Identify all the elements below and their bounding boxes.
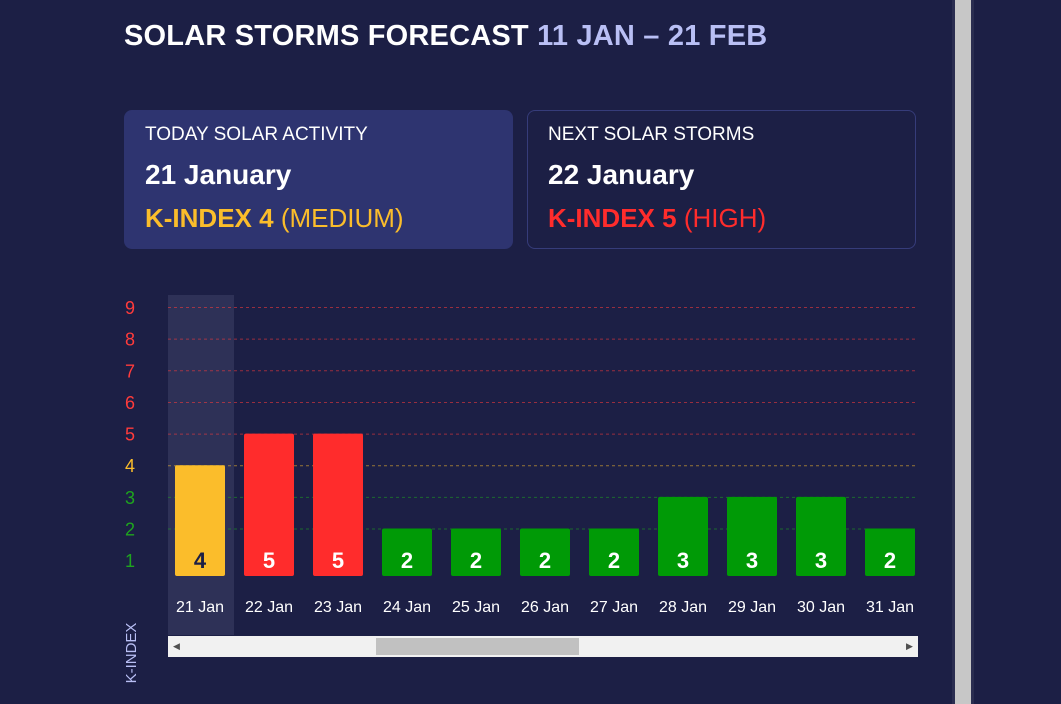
- page-scroll-thumb[interactable]: [955, 0, 971, 704]
- x-tick-label: 31 Jan: [866, 599, 914, 616]
- y-tick-label: 5: [125, 425, 135, 445]
- next-card-date: 22 January: [548, 159, 695, 190]
- x-tick-label: 25 Jan: [452, 599, 500, 616]
- bar-30-jan: [796, 496, 846, 576]
- title-text: SOLAR STORMS FORECAST: [124, 20, 529, 52]
- bar-value-label: 4: [194, 548, 207, 573]
- x-tick-label: 22 Jan: [245, 599, 293, 616]
- x-tick-label: 30 Jan: [797, 599, 845, 616]
- bar-value-label: 3: [815, 548, 827, 573]
- bar-23-jan: [313, 433, 363, 576]
- bar-26-jan: [520, 528, 570, 576]
- today-kindex-value: K-INDEX 4: [145, 203, 274, 233]
- next-card-label: NEXT SOLAR STORMS: [548, 124, 755, 145]
- scroll-right-arrow-icon[interactable]: ▶: [906, 641, 913, 651]
- next-kindex-line: K-INDEX 5 (HIGH): [548, 203, 915, 233]
- today-activity-card: TODAY SOLAR ACTIVITY 21 January K-INDEX …: [124, 110, 513, 249]
- y-tick-label: 6: [125, 393, 135, 413]
- bar-27-jan: [589, 528, 639, 576]
- y-tick-label: 7: [125, 361, 135, 381]
- today-card-label: TODAY SOLAR ACTIVITY: [145, 124, 368, 145]
- bar-29-jan: [727, 496, 777, 576]
- y-tick-label: 8: [125, 330, 135, 350]
- date-range: 11 JAN – 21 FEB: [537, 20, 768, 52]
- next-kindex-value: K-INDEX 5: [548, 203, 677, 233]
- next-kindex-level: (HIGH): [683, 203, 767, 233]
- bar-value-label: 5: [332, 548, 344, 573]
- bar-31-jan: [865, 528, 915, 576]
- x-tick-label: 29 Jan: [728, 599, 776, 616]
- y-axis-label: K-INDEX: [123, 623, 140, 684]
- bar-value-label: 2: [884, 548, 896, 573]
- bar-value-label: 2: [608, 548, 620, 573]
- bar-value-label: 2: [539, 548, 551, 573]
- kindex-chart-svg: 1 2 3 4 5 6 7 8 9 4 21 Jan 5 22 Jan 5 23 Jan 2 24 Jan 2 25…: [123, 295, 918, 684]
- bar-value-label: 3: [677, 548, 689, 573]
- y-tick-label: 1: [125, 551, 135, 571]
- bar-22-jan: [244, 433, 294, 576]
- x-tick-label: 27 Jan: [590, 599, 638, 616]
- today-highlight-column: [168, 295, 234, 635]
- bar-value-label: 3: [746, 548, 758, 573]
- bar-value-label: 2: [470, 548, 482, 573]
- scroll-left-arrow-icon[interactable]: ◀: [173, 641, 180, 651]
- y-tick-label: 4: [125, 456, 135, 476]
- scroll-thumb[interactable]: [376, 638, 579, 655]
- x-tick-label: 21 Jan: [176, 599, 224, 616]
- bar-value-label: 2: [401, 548, 413, 573]
- x-tick-label: 23 Jan: [314, 599, 362, 616]
- y-tick-label: 3: [125, 488, 135, 508]
- today-kindex-line: K-INDEX 4 (MEDIUM): [145, 203, 512, 233]
- kindex-chart: 1 2 3 4 5 6 7 8 9 4 21 Jan 5 22 Jan 5 23 Jan 2 24 Jan 2 25…: [110, 285, 930, 695]
- y-tick-label: 9: [125, 298, 135, 318]
- bar-21-jan: [175, 465, 225, 576]
- x-tick-label: 28 Jan: [659, 599, 707, 616]
- x-tick-label: 24 Jan: [383, 599, 431, 616]
- today-kindex-level: (MEDIUM): [280, 203, 404, 233]
- today-card-date: 21 January: [145, 159, 292, 190]
- bar-25-jan: [451, 528, 501, 576]
- bar-28-jan: [658, 496, 708, 576]
- next-storms-card: NEXT SOLAR STORMS 22 January K-INDEX 5 (…: [527, 110, 916, 249]
- y-tick-label: 2: [125, 520, 135, 540]
- x-tick-label: 26 Jan: [521, 599, 569, 616]
- page-vertical-scrollbar[interactable]: [952, 0, 974, 704]
- bar-24-jan: [382, 528, 432, 576]
- chart-horizontal-scrollbar[interactable]: ◀ ▶: [168, 636, 918, 657]
- page-title: SOLAR STORMS FORECAST 11 JAN – 21 FEB: [124, 20, 767, 53]
- bar-value-label: 5: [263, 548, 275, 573]
